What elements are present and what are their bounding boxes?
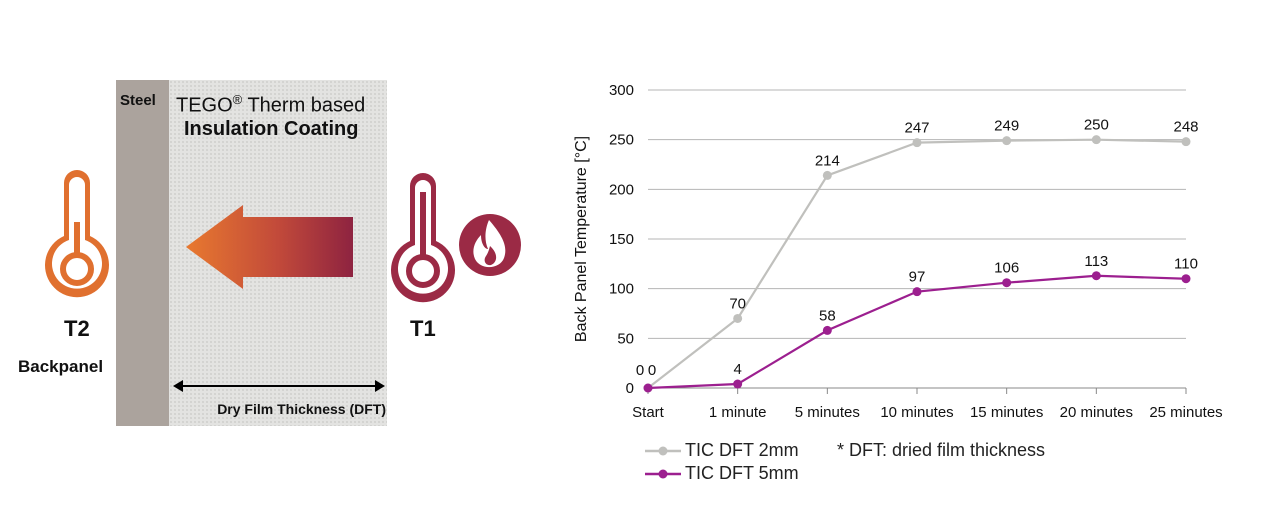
data-point xyxy=(822,170,832,180)
x-tick-label: 20 minutes xyxy=(1060,404,1133,421)
t2-label: T2 xyxy=(64,316,90,341)
data-point xyxy=(643,383,653,393)
data-label: 97 xyxy=(909,269,926,286)
data-label: 0 xyxy=(636,362,644,379)
data-label: 58 xyxy=(819,307,836,324)
legend-label-2mm: TIC DFT 2mm xyxy=(685,440,799,460)
t1-label: T1 xyxy=(410,316,436,341)
data-point xyxy=(912,138,922,148)
steel-label: Steel xyxy=(120,92,156,109)
y-tick-label: 150 xyxy=(609,231,634,248)
flame-icon xyxy=(459,214,521,276)
data-label: 113 xyxy=(1084,253,1108,270)
legend-swatch-2mm xyxy=(645,446,681,456)
legend-item-2mm: TIC DFT 2mm xyxy=(645,440,799,461)
x-tick-label: 25 minutes xyxy=(1149,404,1222,421)
insulation-diagram: Steel TEGO® Therm based Insulation Coati… xyxy=(0,0,560,515)
y-axis-label: Back Panel Temperature [°C] xyxy=(573,136,590,342)
data-point xyxy=(1091,135,1101,145)
data-point xyxy=(733,313,743,323)
y-tick-label: 200 xyxy=(609,181,634,198)
double-arrow-icon xyxy=(173,380,385,392)
thermometer-icon xyxy=(45,170,109,298)
legend-swatch-5mm xyxy=(645,469,681,479)
data-label: 214 xyxy=(815,152,840,169)
backpanel-label: Backpanel xyxy=(18,357,104,376)
data-label: 70 xyxy=(729,295,746,312)
coating-brand: TEGO xyxy=(176,94,233,117)
data-point xyxy=(822,325,832,335)
coating-subtitle: Insulation Coating xyxy=(184,118,359,140)
x-tick-label: 1 minute xyxy=(709,404,767,421)
steel-layer xyxy=(116,80,169,426)
data-label: 247 xyxy=(904,120,929,137)
registered-mark: ® xyxy=(232,92,243,107)
y-tick-label: 50 xyxy=(617,330,634,347)
data-label: 110 xyxy=(1174,256,1198,273)
dft-note: * DFT: dried film thickness xyxy=(837,440,1046,460)
data-point xyxy=(1091,271,1101,281)
data-point xyxy=(1181,137,1191,147)
x-tick-label: Start xyxy=(632,404,665,421)
data-point xyxy=(912,287,922,297)
data-label: 4 xyxy=(733,361,741,378)
data-point xyxy=(1002,136,1012,146)
data-label: 0 xyxy=(648,362,656,379)
data-label: 248 xyxy=(1173,119,1198,136)
thermometer-icon xyxy=(390,173,455,303)
legend-label-5mm: TIC DFT 5mm xyxy=(685,463,799,483)
temperature-chart: 0 50 100 150 200 250 300 Start 1 minute 5 minutes… xyxy=(560,0,1280,515)
heat-arrow-icon xyxy=(186,205,353,289)
y-tick-label: 250 xyxy=(609,132,634,149)
data-point xyxy=(1181,274,1191,284)
coating-title: TEGO® Therm based xyxy=(176,92,365,118)
y-tick-label: 100 xyxy=(609,281,634,298)
x-tick-label: 15 minutes xyxy=(970,404,1043,421)
data-point xyxy=(733,379,743,389)
diagram-graphics xyxy=(45,170,521,392)
data-label: 250 xyxy=(1084,117,1109,134)
dft-label: Dry Film Thickness (DFT) xyxy=(217,401,386,417)
legend-item-5mm: TIC DFT 5mm xyxy=(645,463,799,484)
data-label: 106 xyxy=(994,260,1019,277)
x-tick-label: 5 minutes xyxy=(795,404,860,421)
x-tick-label: 10 minutes xyxy=(880,404,953,421)
data-label: 249 xyxy=(994,118,1019,135)
y-tick-label: 0 xyxy=(626,380,634,397)
y-tick-label: 300 xyxy=(609,82,634,99)
data-point xyxy=(1002,278,1012,288)
coating-based: Therm based xyxy=(242,94,366,117)
